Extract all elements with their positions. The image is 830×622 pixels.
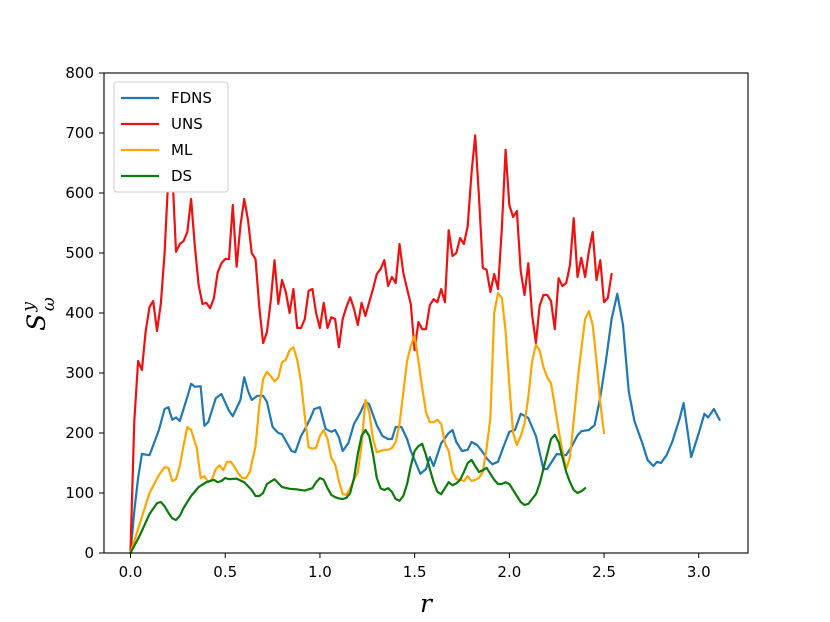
plot-frame: [103, 72, 749, 554]
series-line-fdns: [129, 292, 721, 555]
series-lines: [129, 134, 721, 555]
legend: FDNS UNS ML DS: [113, 81, 229, 193]
x-tick-label: 3.0: [687, 563, 711, 581]
y-tick-label: 400: [65, 304, 94, 322]
y-tick-label: 600: [65, 184, 94, 202]
series-line-ds: [129, 428, 587, 555]
y-tick-label: 0: [84, 544, 94, 562]
x-axis-label: r: [420, 589, 434, 618]
series-line-uns: [129, 134, 613, 552]
legend-label-ml: ML: [171, 141, 193, 159]
y-tick-label: 300: [65, 364, 94, 382]
y-tick-label: 800: [65, 64, 94, 82]
x-tick-label: 2.0: [497, 563, 521, 581]
y-axis-ticks: 0 100 200 300 400 500 600 700 800: [65, 64, 104, 562]
svg-text:Syω: Syω: [19, 297, 59, 331]
x-tick-label: 0.5: [213, 563, 237, 581]
x-tick-label: 0.0: [119, 563, 143, 581]
y-axis-label: Syω: [19, 297, 59, 331]
x-tick-label: 1.5: [403, 563, 427, 581]
y-tick-label: 100: [65, 484, 94, 502]
legend-label-ds: DS: [171, 167, 192, 185]
x-tick-label: 1.0: [308, 563, 332, 581]
series-line-ml: [129, 292, 606, 555]
y-tick-label: 200: [65, 424, 94, 442]
y-tick-label: 700: [65, 124, 94, 142]
legend-label-uns: UNS: [171, 115, 203, 133]
y-tick-label: 500: [65, 244, 94, 262]
legend-label-fdns: FDNS: [171, 89, 212, 107]
x-axis-ticks: 0.0 0.5 1.0 1.5 2.0 2.5 3.0: [119, 553, 711, 581]
x-tick-label: 2.5: [592, 563, 616, 581]
